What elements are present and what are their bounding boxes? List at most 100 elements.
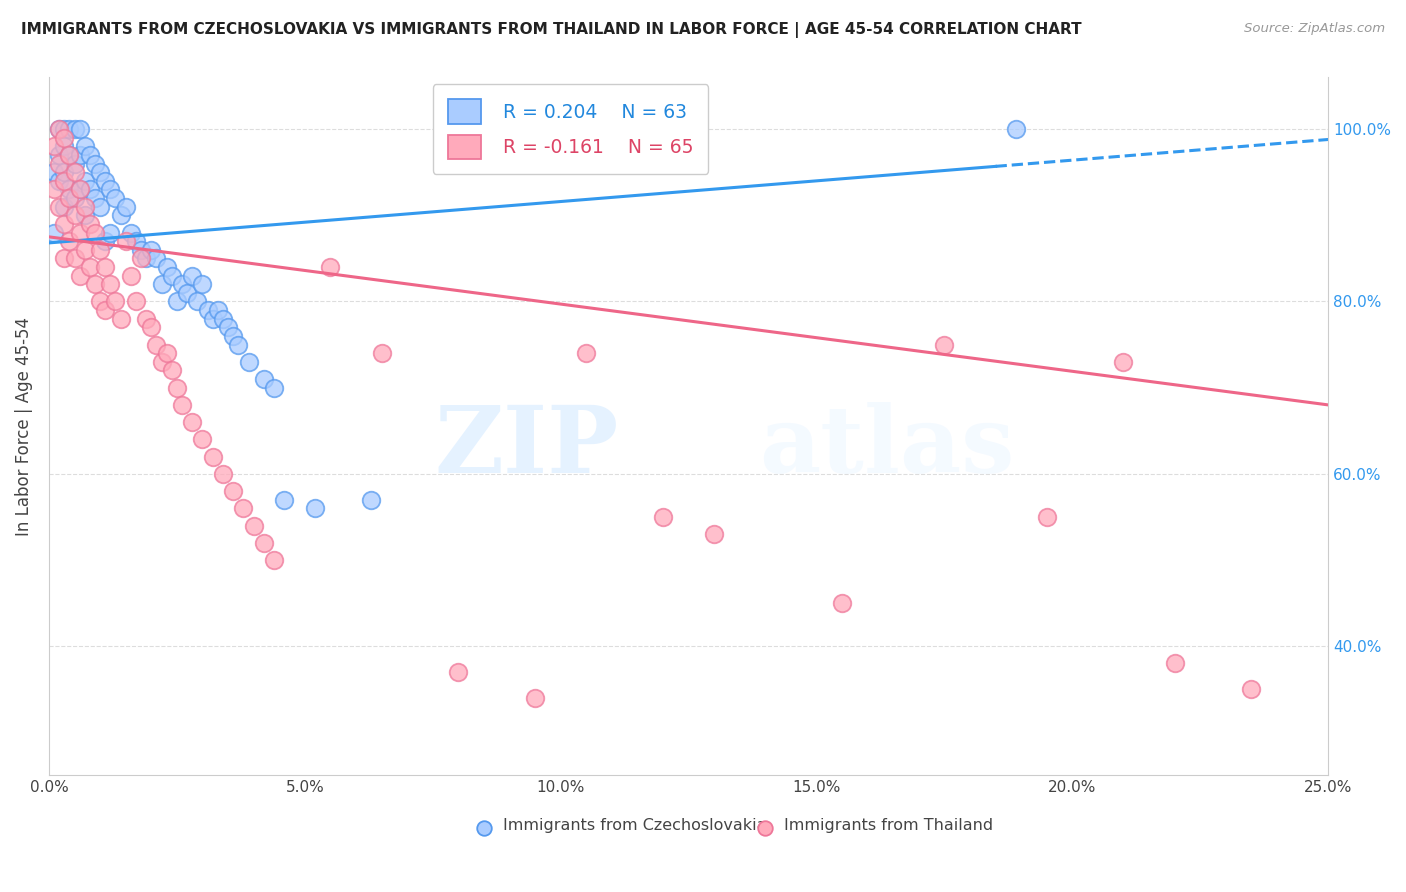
Point	[53, 130, 76, 145]
Point	[63, 156, 86, 170]
Point	[304, 501, 326, 516]
Point	[222, 329, 245, 343]
Point	[238, 355, 260, 369]
Point	[141, 320, 163, 334]
Text: Source: ZipAtlas.com: Source: ZipAtlas.com	[1244, 22, 1385, 36]
Point	[156, 260, 179, 274]
Point	[360, 492, 382, 507]
Point	[58, 182, 80, 196]
Text: Immigrants from Thailand: Immigrants from Thailand	[785, 818, 994, 833]
Point	[89, 200, 111, 214]
Point	[125, 294, 148, 309]
Point	[63, 165, 86, 179]
Point	[222, 484, 245, 499]
Point	[79, 148, 101, 162]
Point	[120, 268, 142, 283]
Point	[125, 234, 148, 248]
Point	[48, 156, 70, 170]
Point	[69, 182, 91, 196]
Point	[447, 665, 470, 679]
Point	[207, 303, 229, 318]
Point	[135, 311, 157, 326]
Point	[48, 122, 70, 136]
Point	[135, 252, 157, 266]
Point	[42, 139, 65, 153]
Point	[652, 510, 675, 524]
Point	[104, 294, 127, 309]
Point	[1035, 510, 1057, 524]
Point	[84, 191, 107, 205]
Point	[170, 398, 193, 412]
Point	[145, 252, 167, 266]
Point	[89, 294, 111, 309]
Text: ZIP: ZIP	[434, 402, 619, 492]
Point	[120, 226, 142, 240]
Point	[63, 191, 86, 205]
Y-axis label: In Labor Force | Age 45-54: In Labor Force | Age 45-54	[15, 317, 32, 536]
Point	[100, 182, 122, 196]
Point	[63, 122, 86, 136]
Point	[79, 182, 101, 196]
Point	[201, 450, 224, 464]
Point	[53, 165, 76, 179]
Point	[100, 277, 122, 292]
Point	[53, 252, 76, 266]
Point	[212, 467, 235, 481]
Point	[84, 277, 107, 292]
Point	[370, 346, 392, 360]
Text: IMMIGRANTS FROM CZECHOSLOVAKIA VS IMMIGRANTS FROM THAILAND IN LABOR FORCE | AGE : IMMIGRANTS FROM CZECHOSLOVAKIA VS IMMIGR…	[21, 22, 1081, 38]
Point	[191, 277, 214, 292]
Point	[94, 234, 117, 248]
Point	[94, 303, 117, 318]
Point	[79, 260, 101, 274]
Point	[201, 311, 224, 326]
Point	[575, 346, 598, 360]
Point	[831, 596, 853, 610]
Point	[176, 285, 198, 300]
Point	[212, 311, 235, 326]
Text: Immigrants from Czechoslovakia: Immigrants from Czechoslovakia	[503, 818, 766, 833]
Point	[145, 337, 167, 351]
Point	[160, 363, 183, 377]
Point	[53, 174, 76, 188]
Point	[232, 501, 254, 516]
Point	[58, 122, 80, 136]
Point	[524, 690, 547, 705]
Point	[110, 208, 132, 222]
Point	[166, 381, 188, 395]
Point	[63, 208, 86, 222]
Point	[273, 492, 295, 507]
Point	[79, 217, 101, 231]
Point	[73, 139, 96, 153]
Point	[319, 260, 342, 274]
Point	[42, 165, 65, 179]
Point	[63, 252, 86, 266]
Point	[42, 226, 65, 240]
Point	[181, 268, 204, 283]
Point	[89, 243, 111, 257]
Point	[1112, 355, 1135, 369]
Point	[69, 268, 91, 283]
Point	[1005, 122, 1028, 136]
Point	[73, 174, 96, 188]
Text: atlas: atlas	[759, 402, 1014, 492]
Point	[100, 226, 122, 240]
Point	[53, 200, 76, 214]
Point	[73, 208, 96, 222]
Point	[160, 268, 183, 283]
Point	[141, 243, 163, 257]
Point	[150, 355, 173, 369]
Point	[263, 381, 285, 395]
Point	[69, 226, 91, 240]
Point	[73, 243, 96, 257]
Point	[253, 372, 276, 386]
Point	[1163, 657, 1185, 671]
Point	[69, 182, 91, 196]
Point	[53, 122, 76, 136]
Point	[114, 200, 136, 214]
Point	[53, 139, 76, 153]
Point	[166, 294, 188, 309]
Point	[226, 337, 249, 351]
Point	[94, 260, 117, 274]
Point	[69, 122, 91, 136]
